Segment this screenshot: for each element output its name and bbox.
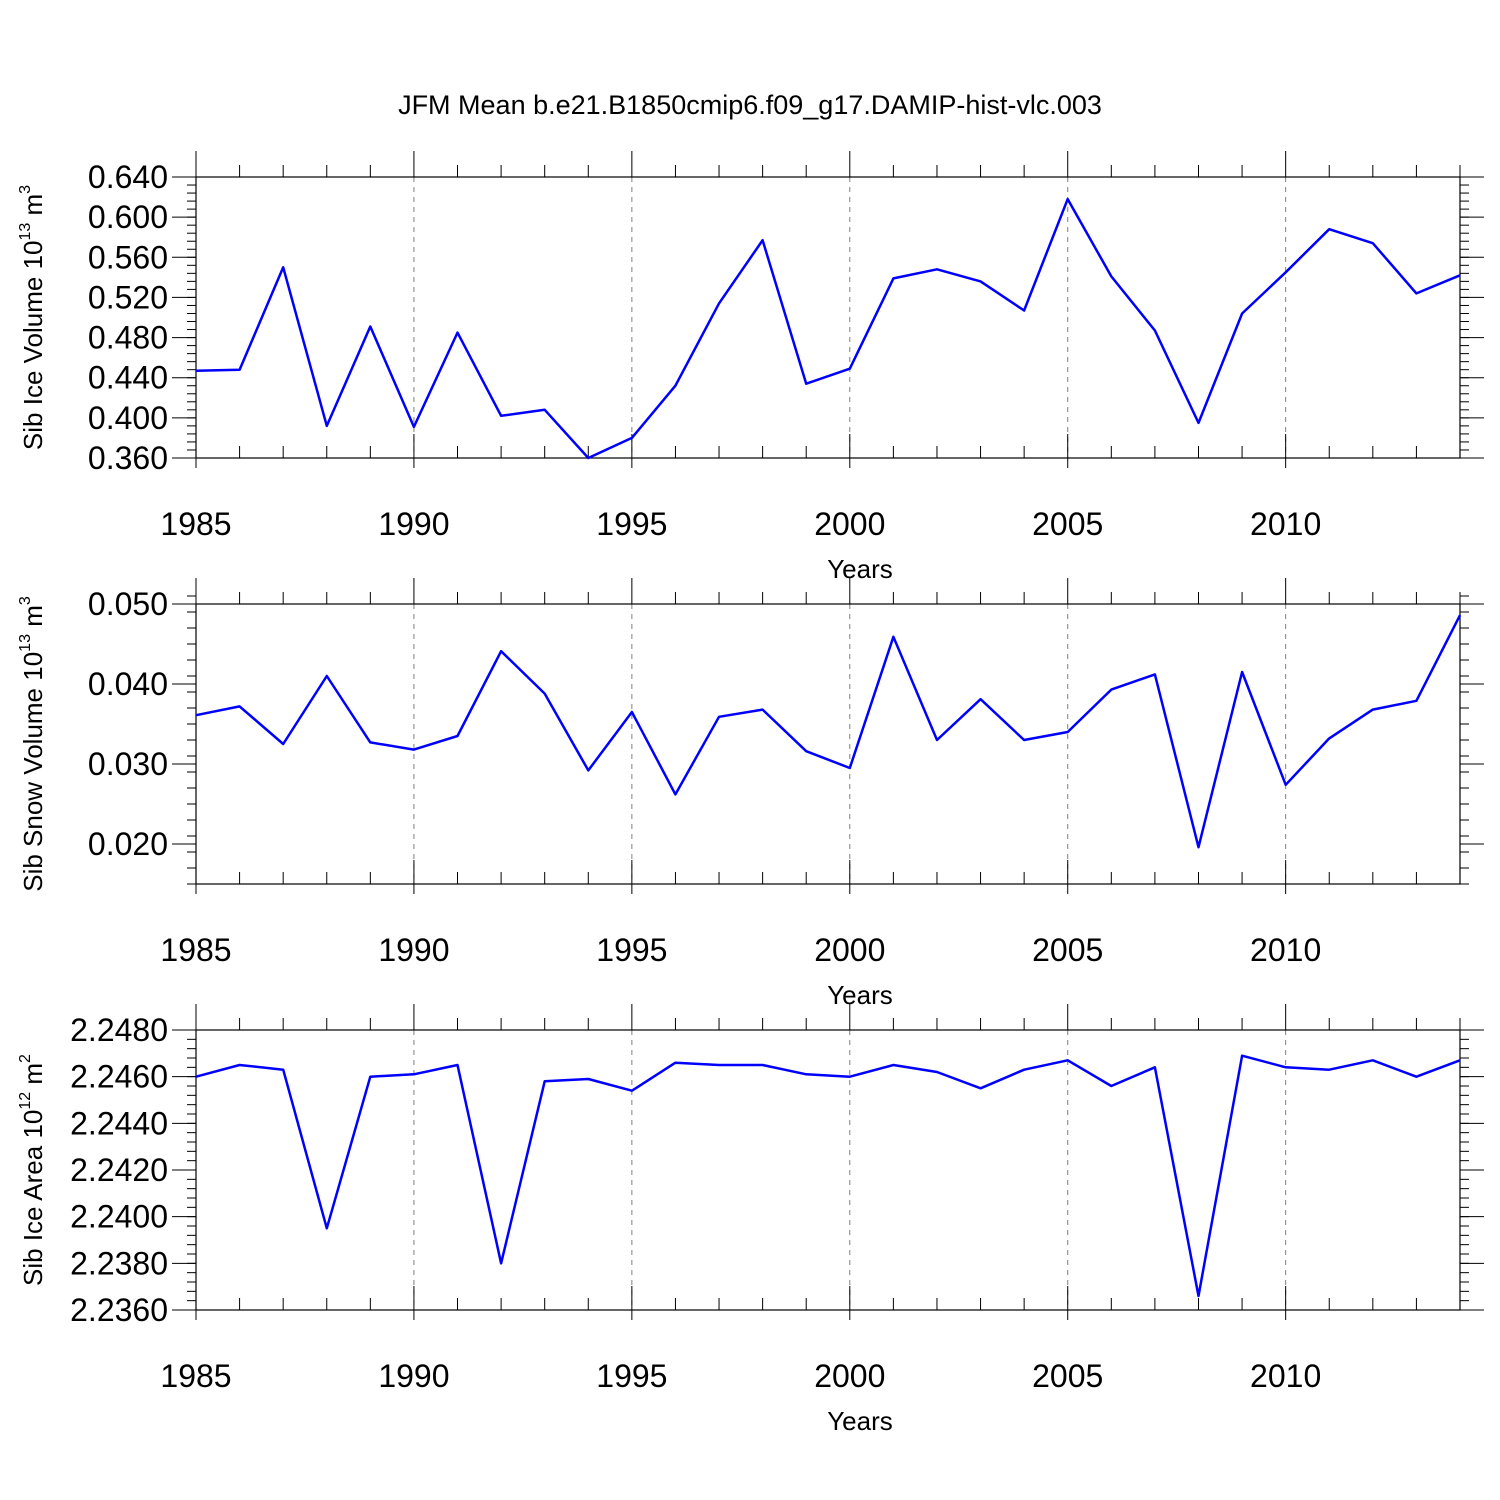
y-tick-label: 2.2460 (70, 1059, 168, 1095)
y-axis-label: Sib Ice Area 1012 m2 (17, 1054, 48, 1286)
x-tick-label: 2005 (1032, 506, 1103, 542)
y-tick-label: 0.440 (88, 360, 168, 396)
panel-3: 2.2360 2.2380 2.2400 2.2420 2.2440 2.2460 2.24… (17, 1004, 1484, 1436)
x-tick-label: 2000 (814, 506, 885, 542)
plot-frame (195, 176, 1461, 459)
series-line (195, 197, 1461, 460)
series-line (195, 1054, 1461, 1298)
y-tick-label: 0.040 (88, 666, 168, 702)
x-tick-label: 2010 (1250, 506, 1321, 542)
y-tick-label: 2.2380 (70, 1245, 168, 1281)
y-tick-label: 0.360 (88, 440, 168, 476)
x-axis-label: Years (827, 554, 893, 584)
x-tick-label: 1985 (160, 1358, 231, 1394)
plot-frame (195, 603, 1461, 885)
x-axis-label: Years (827, 1406, 893, 1436)
y-tick-label: 2.2440 (70, 1105, 168, 1141)
figure-title: JFM Mean b.e21.B1850cmip6.f09_g17.DAMIP-… (398, 90, 1102, 120)
x-tick-label: 1995 (596, 1358, 667, 1394)
x-axis-label: Years (827, 980, 893, 1010)
x-tick-label: 1995 (596, 932, 667, 968)
y-tick-label: 2.2400 (70, 1199, 168, 1235)
panel-2: 0.020 0.030 0.040 0.050 1985 1990 1995 2000 2005… (17, 578, 1484, 1010)
x-tick-label: 1990 (378, 506, 449, 542)
series-line (195, 614, 1462, 849)
y-tick-label: 0.520 (88, 279, 168, 315)
y-tick-label: 0.480 (88, 320, 168, 356)
x-tick-label: 2010 (1250, 932, 1321, 968)
x-tick-label: 2005 (1032, 932, 1103, 968)
panels-container: 0.360 0.400 0.440 0.480 0.520 0.560 0.600 0.640… (17, 151, 1484, 1436)
y-tick-label: 2.2480 (70, 1012, 168, 1048)
x-tick-label: 2005 (1032, 1358, 1103, 1394)
y-tick-label: 0.560 (88, 239, 168, 275)
y-tick-label: 0.050 (88, 586, 168, 622)
x-tick-label: 1985 (160, 506, 231, 542)
x-tick-label: 2010 (1250, 1358, 1321, 1394)
y-tick-label: 0.640 (88, 159, 168, 195)
panel-1: 0.360 0.400 0.440 0.480 0.520 0.560 0.600 0.640… (17, 151, 1484, 584)
y-axis-label: Sib Snow Volume 1013 m3 (17, 596, 48, 892)
y-tick-label: 0.030 (88, 746, 168, 782)
y-tick-label: 2.2420 (70, 1152, 168, 1188)
x-tick-label: 2000 (814, 1358, 885, 1394)
plot-frame (195, 1029, 1461, 1311)
x-tick-label: 1985 (160, 932, 231, 968)
y-tick-label: 0.600 (88, 199, 168, 235)
x-tick-label: 1990 (378, 1358, 449, 1394)
x-tick-label: 1990 (378, 932, 449, 968)
x-tick-label: 1995 (596, 506, 667, 542)
y-axis-label: Sib Ice Volume 1013 m3 (17, 185, 48, 450)
y-tick-label: 0.020 (88, 826, 168, 862)
y-tick-label: 0.400 (88, 400, 168, 436)
x-tick-label: 2000 (814, 932, 885, 968)
y-tick-label: 2.2360 (70, 1292, 168, 1328)
